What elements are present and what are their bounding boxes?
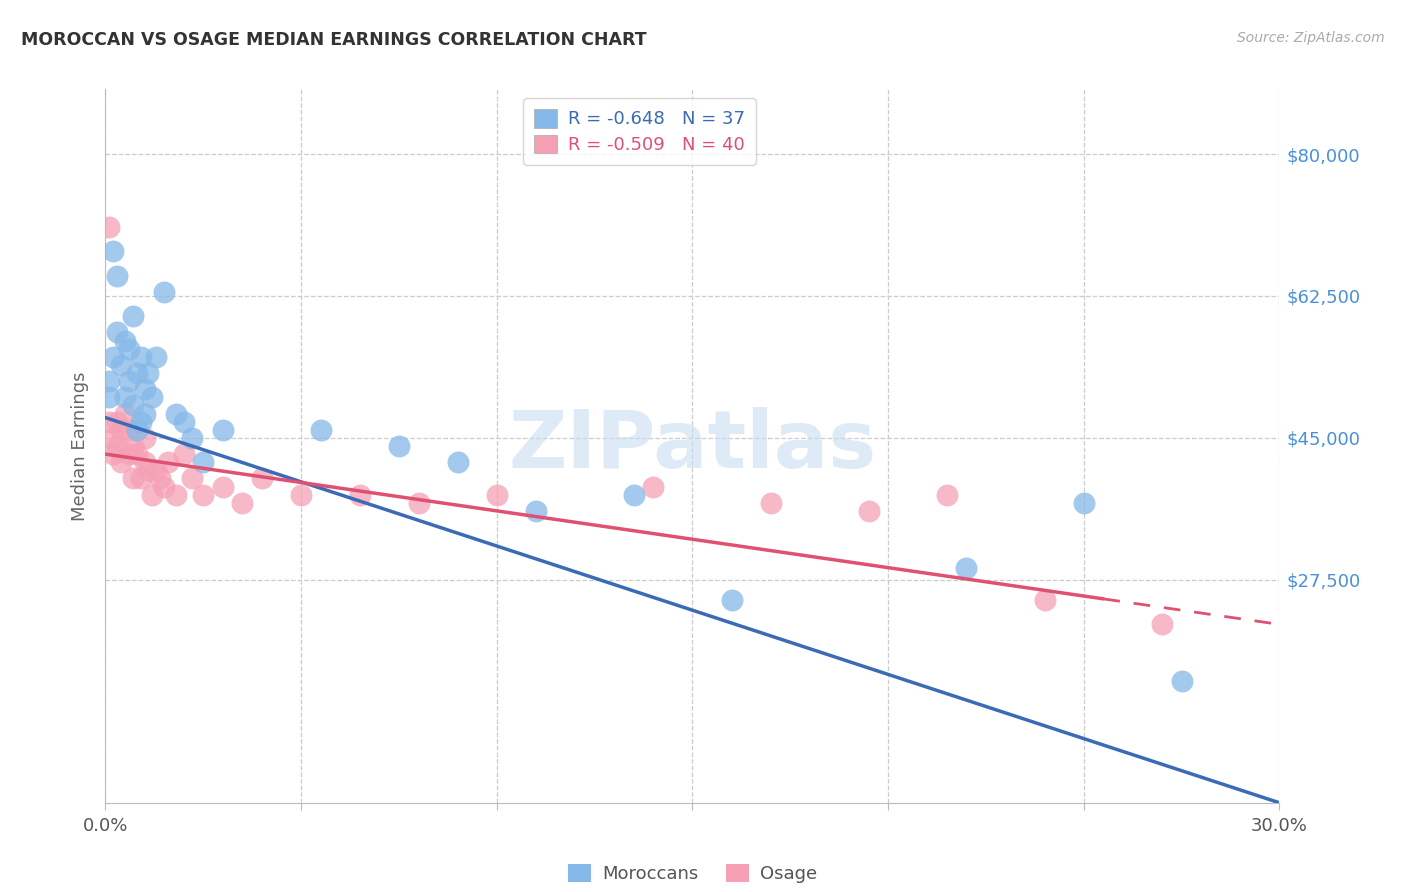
Point <box>193 455 215 469</box>
Point <box>524 504 547 518</box>
Point <box>309 423 332 437</box>
Y-axis label: Median Earnings: Median Earnings <box>72 371 90 521</box>
Point <box>118 447 141 461</box>
Point <box>125 423 148 437</box>
Point <box>138 463 160 477</box>
Point <box>153 285 176 299</box>
Point <box>173 415 195 429</box>
Point <box>720 593 742 607</box>
Point <box>157 455 180 469</box>
Point <box>105 268 128 283</box>
Point <box>134 455 156 469</box>
Point <box>110 455 132 469</box>
Point <box>118 423 141 437</box>
Point <box>121 439 143 453</box>
Point <box>129 415 152 429</box>
Point <box>211 423 233 437</box>
Point <box>180 431 202 445</box>
Point <box>98 374 121 388</box>
Point <box>129 471 152 485</box>
Point <box>141 488 163 502</box>
Point <box>103 244 125 259</box>
Point <box>858 504 880 518</box>
Point <box>125 366 148 380</box>
Point <box>193 488 215 502</box>
Point <box>153 479 176 493</box>
Point <box>98 390 121 404</box>
Point <box>935 488 957 502</box>
Text: Source: ZipAtlas.com: Source: ZipAtlas.com <box>1237 31 1385 45</box>
Point <box>180 471 202 485</box>
Point <box>114 390 136 404</box>
Point <box>134 382 156 396</box>
Point <box>105 326 128 340</box>
Point <box>211 479 233 493</box>
Point <box>643 479 665 493</box>
Point <box>145 463 167 477</box>
Point <box>98 220 121 235</box>
Point <box>141 390 163 404</box>
Point <box>105 415 128 429</box>
Point <box>121 471 143 485</box>
Point <box>121 399 143 413</box>
Point <box>134 431 156 445</box>
Point <box>290 488 312 502</box>
Point <box>446 455 468 469</box>
Point <box>349 488 371 502</box>
Point <box>125 447 148 461</box>
Point <box>103 431 125 445</box>
Point <box>623 488 645 502</box>
Point <box>408 496 430 510</box>
Point <box>759 496 782 510</box>
Text: MOROCCAN VS OSAGE MEDIAN EARNINGS CORRELATION CHART: MOROCCAN VS OSAGE MEDIAN EARNINGS CORREL… <box>21 31 647 49</box>
Point <box>231 496 253 510</box>
Point <box>110 358 132 372</box>
Point <box>129 350 152 364</box>
Point <box>149 471 172 485</box>
Point <box>165 407 187 421</box>
Point <box>118 342 141 356</box>
Point <box>110 423 132 437</box>
Point <box>165 488 187 502</box>
Point <box>1150 617 1173 632</box>
Point <box>173 447 195 461</box>
Point <box>114 407 136 421</box>
Point <box>103 350 125 364</box>
Point <box>98 415 121 429</box>
Point <box>103 447 125 461</box>
Point <box>134 407 156 421</box>
Point <box>1033 593 1056 607</box>
Text: ZIPatlas: ZIPatlas <box>509 407 876 485</box>
Point <box>118 374 141 388</box>
Point <box>105 439 128 453</box>
Point <box>1073 496 1095 510</box>
Point <box>955 560 977 574</box>
Point <box>1170 674 1192 689</box>
Legend: Moroccans, Osage: Moroccans, Osage <box>561 856 824 890</box>
Point <box>250 471 273 485</box>
Point <box>388 439 411 453</box>
Point <box>145 350 167 364</box>
Point <box>485 488 508 502</box>
Point <box>114 334 136 348</box>
Point <box>138 366 160 380</box>
Point <box>121 310 143 324</box>
